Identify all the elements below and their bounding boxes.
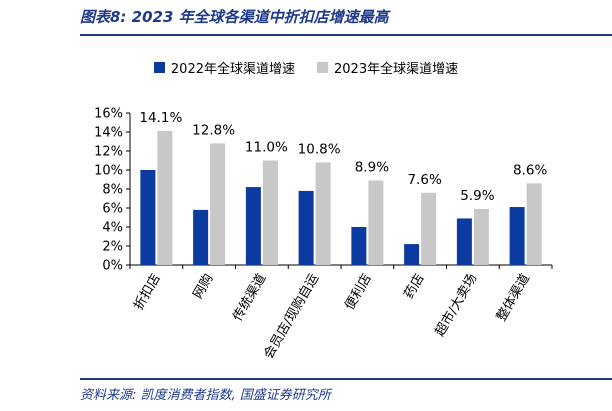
bar-2023 <box>157 131 173 265</box>
data-label-2023: 12.8% <box>192 122 235 138</box>
category-label: 药店 <box>402 272 428 302</box>
data-label-2023: 5.9% <box>460 188 494 204</box>
y-tick-label: 4% <box>102 221 123 236</box>
bar-2023 <box>421 192 437 265</box>
data-label-2023: 7.6% <box>407 172 441 188</box>
legend-label-2022: 2022年全球渠道增速 <box>170 62 295 77</box>
legend-label-2023: 2023年全球渠道增速 <box>334 62 459 77</box>
legend: 2022年全球渠道增速 2023年全球渠道增速 <box>0 58 612 77</box>
data-label-2023: 10.8% <box>298 141 341 157</box>
y-tick-label: 2% <box>102 240 123 255</box>
y-tick-label: 14% <box>94 126 123 141</box>
category-label: 会员店/现购自运 <box>261 271 323 362</box>
bar-2023 <box>526 183 542 265</box>
bar-2022 <box>509 207 525 265</box>
top-rule <box>80 34 612 36</box>
bar-2023 <box>315 162 331 265</box>
bar-2022 <box>140 170 156 265</box>
bar-2022 <box>404 244 420 265</box>
data-label-2023: 11.0% <box>245 140 288 156</box>
data-label-2023: 8.6% <box>513 162 547 178</box>
bar-2022 <box>456 218 472 265</box>
y-tick-label: 16% <box>94 107 123 122</box>
source-note: 资料来源: 凯度消费者指数, 国盛证券研究所 <box>80 388 331 403</box>
bar-2022 <box>298 190 314 265</box>
bar-2023 <box>368 180 384 265</box>
legend-swatch-2023 <box>317 62 328 73</box>
bar-2022 <box>351 227 367 265</box>
legend-item-2022: 2022年全球渠道增速 <box>153 58 295 77</box>
category-label: 超市/大卖场 <box>432 271 481 339</box>
category-label: 整体渠道 <box>494 272 533 325</box>
y-tick-label: 8% <box>102 183 123 198</box>
bar-2023 <box>210 143 226 265</box>
bar-2022 <box>245 187 261 265</box>
bar-2023 <box>262 160 278 265</box>
bar-2022 <box>193 209 209 265</box>
y-tick-label: 0% <box>102 259 123 274</box>
data-label-2023: 8.9% <box>355 159 389 175</box>
bottom-rule <box>80 378 612 380</box>
y-tick-label: 12% <box>94 145 123 160</box>
category-label: 传统渠道 <box>230 272 269 325</box>
category-label: 网购 <box>190 271 217 302</box>
y-tick-label: 10% <box>94 164 123 179</box>
bar-2023 <box>473 208 489 265</box>
category-label: 折扣店 <box>131 272 163 313</box>
legend-item-2023: 2023年全球渠道增速 <box>317 58 458 77</box>
data-label-2023: 14.1% <box>139 110 182 126</box>
category-label: 便利店 <box>342 272 374 313</box>
chart-title: 图表8: 2023 年全球各渠道中折扣店增速最高 <box>80 8 389 26</box>
legend-swatch-2022 <box>153 62 165 73</box>
y-tick-label: 6% <box>102 202 123 217</box>
